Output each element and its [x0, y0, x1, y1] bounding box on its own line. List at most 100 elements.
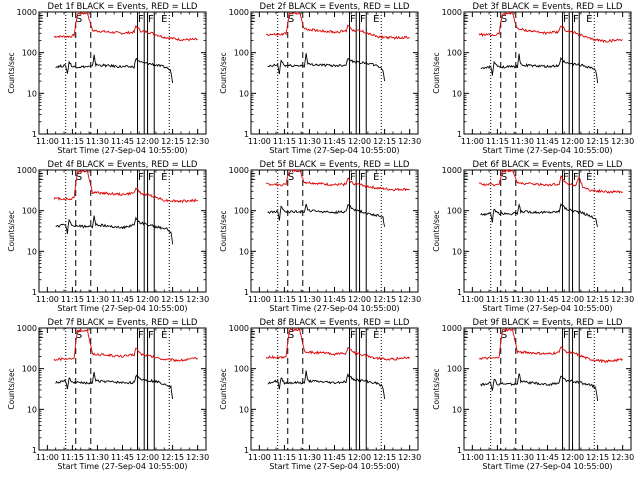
- panel-det-5: Det 5f BLACK = Events, RED = LLD 1 10 100 10…: [219, 160, 421, 313]
- x-tick-label: 12:30: [398, 137, 421, 146]
- y-axis-label: Counts/sec: [219, 210, 228, 251]
- x-tick-label: 12:15: [161, 453, 184, 462]
- y-tick-label: 1: [457, 288, 462, 297]
- panel-det-3: Det 3f BLACK = Events, RED = LLD 1 10 100 10…: [432, 2, 634, 155]
- x-tick-label: 12:30: [186, 295, 209, 304]
- y-tick-label: 1: [244, 130, 249, 139]
- events-series-line: [55, 372, 174, 400]
- y-tick-label: 10: [452, 89, 462, 98]
- x-tick-label: 11:45: [323, 295, 346, 304]
- x-tick-label: 11:00: [461, 453, 484, 462]
- events-series-line: [480, 53, 599, 84]
- y-tick-label: 100: [234, 207, 249, 216]
- region-label: F: [148, 330, 154, 341]
- y-axis-label: Counts/sec: [219, 52, 228, 93]
- region-label: S: [76, 172, 82, 183]
- region-label: F: [573, 172, 579, 183]
- y-tick-label: 1: [457, 446, 462, 455]
- x-tick-label: 12:15: [586, 295, 609, 304]
- x-tick-label: 11:00: [461, 137, 484, 146]
- region-label: E: [38, 14, 44, 25]
- y-tick-label: 1000: [229, 8, 249, 17]
- x-tick-label: 11:45: [111, 137, 134, 146]
- y-tick-label: 1: [457, 130, 462, 139]
- x-tick-label: 12:30: [186, 453, 209, 462]
- y-tick-label: 100: [447, 365, 462, 374]
- y-tick-label: 100: [447, 207, 462, 216]
- panel-title: Det 2f BLACK = Events, RED = LLD: [260, 2, 410, 12]
- y-tick-label: 1: [244, 288, 249, 297]
- region-label: E: [586, 330, 592, 341]
- x-tick-label: 12:00: [136, 137, 159, 146]
- x-tick-label: 12:00: [136, 453, 159, 462]
- region-label: E: [586, 172, 592, 183]
- x-tick-label: 12:15: [161, 137, 184, 146]
- region-label: F: [138, 14, 144, 25]
- panel-det-1: Det 1f BLACK = Events, RED = LLD 1 10 100 10…: [7, 2, 209, 155]
- region-label: F: [573, 14, 579, 25]
- panel-title: Det 5f BLACK = Events, RED = LLD: [260, 160, 410, 170]
- x-tick-label: 12:15: [373, 453, 396, 462]
- region-label: E: [373, 172, 379, 183]
- region-label: F: [138, 330, 144, 341]
- plot-frame: [250, 327, 419, 451]
- y-tick-label: 1: [32, 288, 37, 297]
- events-series-line: [267, 370, 386, 400]
- x-tick-label: 11:15: [486, 453, 509, 462]
- y-tick-label: 10: [239, 89, 249, 98]
- x-tick-label: 11:30: [511, 453, 534, 462]
- y-tick-label: 1000: [17, 324, 37, 333]
- region-label: F: [360, 14, 366, 25]
- panel-det-4: Det 4f BLACK = Events, RED = LLD 1 10 100 10…: [7, 160, 209, 313]
- y-axis-label: Counts/sec: [219, 368, 228, 409]
- y-tick-label: 100: [234, 49, 249, 58]
- x-tick-label: 11:45: [323, 137, 346, 146]
- y-tick-label: 1000: [442, 8, 462, 17]
- panel-title: Det 9f BLACK = Events, RED = LLD: [473, 318, 623, 328]
- x-tick-label: 12:30: [186, 137, 209, 146]
- plot-frame: [38, 11, 207, 135]
- panel-title: Det 3f BLACK = Events, RED = LLD: [473, 2, 623, 12]
- plot-frame: [38, 327, 207, 451]
- x-tick-label: 11:15: [273, 453, 296, 462]
- y-axis-label: Counts/sec: [7, 210, 16, 251]
- panel-title: Det 4f BLACK = Events, RED = LLD: [48, 160, 198, 170]
- x-tick-label: 12:00: [561, 137, 584, 146]
- x-tick-label: 11:30: [298, 295, 321, 304]
- region-label: F: [350, 14, 356, 25]
- y-tick-label: 10: [452, 405, 462, 414]
- region-label: F: [360, 330, 366, 341]
- events-series-line: [480, 373, 599, 402]
- lld-series-line: [265, 168, 410, 192]
- region-label: E: [161, 330, 167, 341]
- panel-det-7: Det 7f BLACK = Events, RED = LLD 1 10 100 10…: [7, 318, 209, 471]
- x-tick-label: 11:15: [61, 295, 84, 304]
- y-tick-label: 10: [239, 405, 249, 414]
- x-tick-label: 11:00: [36, 453, 59, 462]
- panel-title: Det 8f BLACK = Events, RED = LLD: [260, 318, 410, 328]
- lld-series-line: [265, 11, 410, 40]
- y-tick-label: 1000: [229, 324, 249, 333]
- x-tick-label: 11:00: [248, 137, 271, 146]
- x-tick-label: 12:00: [348, 137, 371, 146]
- region-label: S: [288, 330, 294, 341]
- y-tick-label: 1000: [17, 8, 37, 17]
- x-tick-label: 11:00: [248, 453, 271, 462]
- region-label: E: [161, 172, 167, 183]
- region-label: E: [38, 330, 44, 341]
- region-label: E: [250, 330, 256, 341]
- region-label: S: [288, 14, 294, 25]
- x-tick-label: 12:15: [373, 295, 396, 304]
- y-tick-label: 100: [22, 207, 37, 216]
- lld-series-line: [478, 11, 623, 44]
- y-tick-label: 10: [239, 247, 249, 256]
- region-label: F: [563, 172, 569, 183]
- x-tick-label: 11:00: [461, 295, 484, 304]
- panel-title: Det 7f BLACK = Events, RED = LLD: [48, 318, 198, 328]
- events-series-line: [55, 54, 174, 84]
- x-tick-label: 11:30: [298, 453, 321, 462]
- region-label: E: [586, 14, 592, 25]
- x-tick-label: 12:00: [348, 295, 371, 304]
- region-label: E: [463, 330, 469, 341]
- x-tick-label: 12:15: [373, 137, 396, 146]
